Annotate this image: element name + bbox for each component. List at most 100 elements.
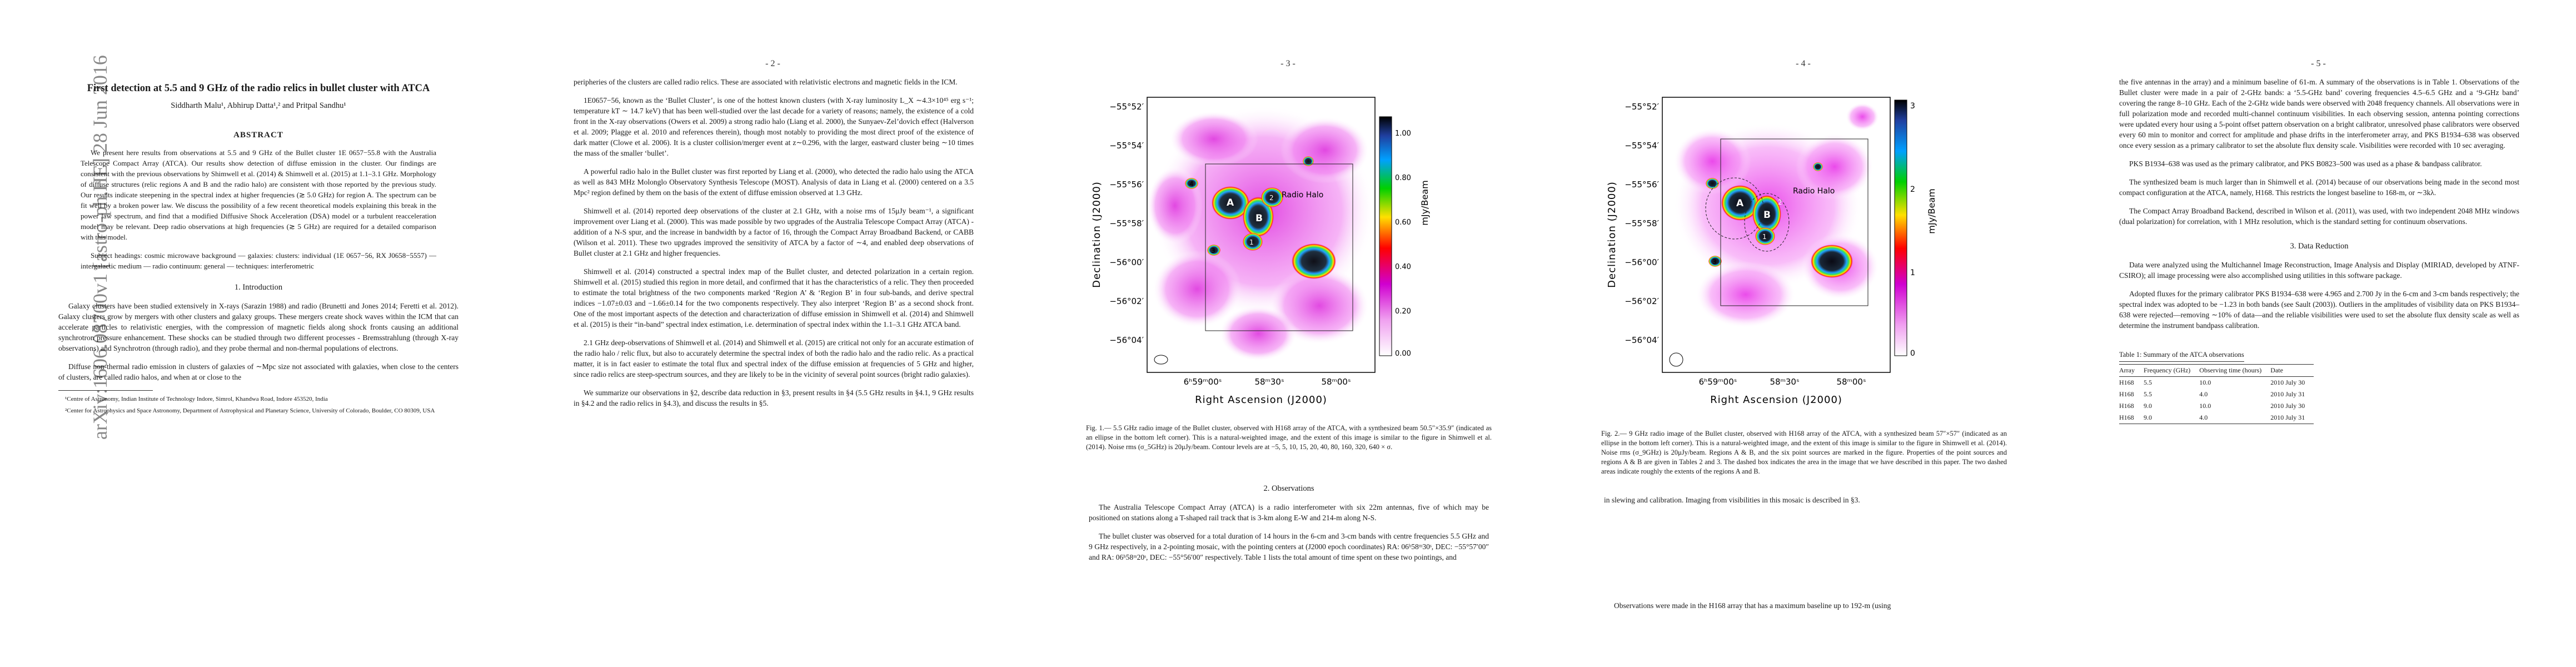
section-heading-observations: 2. Observations bbox=[1263, 484, 1314, 493]
region-b-extent bbox=[1744, 193, 1790, 252]
figure-2-caption: Fig. 2.— 9 GHz radio image of the Bullet… bbox=[1601, 430, 2007, 475]
analysis-box bbox=[1720, 138, 1869, 306]
ra-axis-ticks: 6ʰ59ᵐ00ˢ 58ᵐ30ˢ 58ᵐ00ˢ bbox=[1699, 377, 1866, 387]
figure-1-radio-image: A B Radio Halo 1 2 3 4 −55°52′ −55°54′ −… bbox=[1091, 97, 1430, 406]
paragraph: PKS B1934–638 was used as the primary ca… bbox=[2129, 160, 2482, 168]
paragraph: Shimwell et al. (2014) reported deep obs… bbox=[574, 207, 974, 257]
section-heading-introduction: 1. Introduction bbox=[234, 283, 283, 292]
subject-headings: Subject headings: cosmic microwave backg… bbox=[81, 251, 436, 270]
paper-title: First detection at 5.5 and 9 GHz of the … bbox=[87, 83, 430, 94]
table-row: H168 9.0 4.0 2010 July 31 bbox=[2119, 414, 2305, 421]
colorbar bbox=[1379, 116, 1392, 356]
ra-tick: 58ᵐ00ˢ bbox=[1321, 377, 1351, 387]
footnote-1: ¹Centre of Astronomy, Indian Institute o… bbox=[65, 396, 328, 402]
table-row: H168 5.5 4.0 2010 July 31 bbox=[2119, 390, 2305, 398]
source-1-label: 1 bbox=[1249, 238, 1254, 246]
analysis-box bbox=[1205, 163, 1353, 331]
region-b-label: B bbox=[1255, 213, 1263, 224]
paragraph: A powerful radio halo in the Bullet clus… bbox=[574, 167, 974, 197]
cbar-tick: 0.60 bbox=[1395, 218, 1411, 227]
dec-tick: −55°52′ bbox=[1625, 102, 1659, 112]
section-heading-data-reduction: 3. Data Reduction bbox=[2290, 242, 2349, 251]
table-header: Date bbox=[2270, 366, 2283, 374]
paragraph: peripheries of the clusters are called r… bbox=[574, 78, 958, 86]
ra-tick: 58ᵐ00ˢ bbox=[1836, 377, 1866, 387]
dec-tick: −55°56′ bbox=[1109, 180, 1144, 190]
dec-axis-ticks: −55°52′ −55°54′ −55°56′ −55°58′ −56°00′ … bbox=[1109, 102, 1144, 345]
dec-tick: −55°56′ bbox=[1625, 180, 1659, 190]
dec-tick: −56°04′ bbox=[1109, 335, 1144, 345]
dec-tick: −56°02′ bbox=[1625, 296, 1659, 306]
y-axis-label: Declination (J2000) bbox=[1091, 181, 1103, 288]
colorbar-label: mJy/Beam bbox=[1926, 188, 1937, 233]
intro-paragraph-2: Diffuse non-thermal radio emission in cl… bbox=[58, 362, 459, 381]
ra-axis-ticks: 6ʰ59ᵐ00ˢ 58ᵐ30ˢ 58ᵐ00ˢ bbox=[1184, 377, 1351, 387]
ra-tick: 6ʰ59ᵐ00ˢ bbox=[1184, 377, 1222, 387]
ra-tick: 58ᵐ30ˢ bbox=[1254, 377, 1284, 387]
cbar-tick: 0.40 bbox=[1395, 263, 1411, 271]
dec-tick: −55°52′ bbox=[1109, 102, 1144, 112]
dec-tick: −55°58′ bbox=[1625, 218, 1659, 228]
cbar-tick: 0 bbox=[1910, 349, 1915, 358]
source-4-label: 4 bbox=[1189, 180, 1194, 188]
cbar-tick: 1.00 bbox=[1395, 130, 1411, 138]
table-row: H168 5.5 10.0 2010 July 30 bbox=[2119, 379, 2305, 386]
table-row: H168 9.0 10.0 2010 July 30 bbox=[2119, 402, 2305, 410]
x-axis-label: Right Ascension (J2000) bbox=[1195, 394, 1327, 406]
abstract-body: We present here results from observation… bbox=[81, 147, 436, 271]
intro-paragraph-1: Galaxy clusters have been studied extens… bbox=[58, 302, 459, 352]
paragraph: the five antennas in the array) and a mi… bbox=[2119, 78, 2519, 150]
beam-ellipse bbox=[1154, 355, 1168, 365]
region-a-label: A bbox=[1736, 198, 1744, 209]
dec-tick: −56°02′ bbox=[1109, 296, 1144, 306]
radio-emission-map bbox=[1147, 106, 1375, 361]
ra-tick: 6ʰ59ᵐ00ˢ bbox=[1699, 377, 1737, 387]
page-number: - 2 - bbox=[765, 59, 780, 68]
footnote-2: ²Center for Astrophysics and Space Astro… bbox=[65, 407, 435, 414]
cbar-tick: 0.80 bbox=[1395, 174, 1411, 182]
abstract-text: We present here results from observation… bbox=[81, 148, 436, 241]
region-a-label: A bbox=[1227, 197, 1234, 208]
beam-ellipse bbox=[1669, 352, 1683, 367]
cbar-tick: 0.00 bbox=[1395, 350, 1411, 358]
colorbar-label: mJy/Beam bbox=[1419, 180, 1430, 225]
dec-tick: −55°54′ bbox=[1625, 141, 1659, 151]
page-number: - 3 - bbox=[1280, 59, 1296, 68]
source-3-label: 3 bbox=[1712, 258, 1717, 266]
radio-halo-label: Radio Halo bbox=[1793, 187, 1835, 196]
paragraph: The synthesized beam is much larger than… bbox=[2119, 178, 2519, 197]
page-2: - 2 - peripheries of the clusters are ca… bbox=[515, 0, 1030, 667]
radio-halo-label: Radio Halo bbox=[1282, 191, 1323, 200]
x-axis-label: Right Ascension (J2000) bbox=[1710, 394, 1842, 406]
paragraph: The bullet cluster was observed for a to… bbox=[1089, 532, 1489, 561]
table-header: Array bbox=[2119, 366, 2135, 374]
paragraph: 1E0657−56, known as the ‘Bullet Cluster’… bbox=[574, 96, 974, 157]
ra-tick: 58ᵐ30ˢ bbox=[1770, 377, 1799, 387]
source-2-label: 2 bbox=[1778, 198, 1782, 206]
colorbar-ticks: 1.00 0.80 0.60 0.40 0.20 0.00 bbox=[1395, 130, 1411, 358]
abstract-heading: ABSTRACT bbox=[233, 131, 283, 140]
paragraph: in slewing and calibration. Imaging from… bbox=[1604, 496, 1860, 504]
cbar-tick: 2 bbox=[1910, 185, 1915, 194]
page-5: - 5 - the five antennas in the array) an… bbox=[2061, 0, 2576, 667]
page-1: arXiv:1606.08700v1 [astro-ph.HE] 28 Jun … bbox=[0, 0, 515, 667]
observations-table: Array Frequency (GHz) Observing time (ho… bbox=[2119, 364, 2314, 424]
page-3: - 3 - bbox=[1030, 0, 1546, 667]
paragraph: We summarize our observations in §2, des… bbox=[574, 389, 974, 407]
source-2-label: 2 bbox=[1269, 194, 1274, 202]
paragraph: Data were analyzed using the Multichanne… bbox=[2119, 261, 2519, 280]
paragraph: 2.1 GHz deep-observations of Shimwell et… bbox=[574, 339, 974, 379]
radio-emission-map bbox=[1673, 103, 1879, 328]
page-4: - 4 - bbox=[1546, 0, 2061, 667]
table-1-caption: Table 1: Summary of the ATCA observation… bbox=[2119, 350, 2244, 362]
table-header: Observing time (hours) bbox=[2199, 366, 2262, 374]
page-number: - 4 - bbox=[1796, 59, 1811, 68]
source-1-label: 1 bbox=[1762, 233, 1767, 241]
paragraph: Observations were made in the H168 array… bbox=[1614, 601, 1891, 610]
paragraph: Adopted fluxes for the primary calibrato… bbox=[2119, 290, 2519, 330]
colorbar-ticks: 3 2 1 0 bbox=[1910, 102, 1915, 358]
colorbar bbox=[1894, 99, 1907, 356]
page-number: - 5 - bbox=[2311, 59, 2326, 68]
dec-tick: −56°00′ bbox=[1625, 257, 1659, 267]
author-list: Siddharth Malu¹, Abhirup Datta¹,² and Pr… bbox=[171, 101, 346, 110]
